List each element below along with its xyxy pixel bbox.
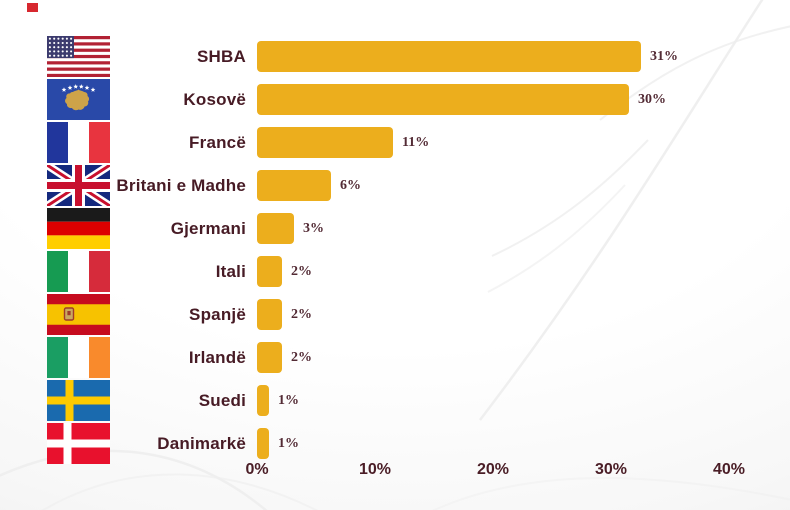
- category-label: Suedi: [198, 391, 246, 410]
- bar-suedi: [257, 385, 269, 416]
- bar-shba: [257, 41, 641, 72]
- category-label: Kosovë: [183, 90, 246, 109]
- value-label: 3%: [303, 221, 324, 236]
- x-axis-tick: 30%: [594, 461, 628, 478]
- category-label: SHBA: [197, 47, 246, 66]
- flag-denmark-icon: [47, 423, 110, 464]
- value-label: 2%: [291, 350, 312, 365]
- category-label: Francë: [189, 133, 246, 152]
- flag-france-icon: [47, 122, 110, 163]
- value-label: 11%: [402, 135, 430, 150]
- bar-britani-e-madhe: [257, 170, 331, 201]
- value-label: 30%: [638, 92, 666, 107]
- category-label: Britani e Madhe: [116, 176, 246, 195]
- bar-franc-: [257, 127, 393, 158]
- value-label: 31%: [650, 49, 678, 64]
- value-label: 6%: [340, 178, 361, 193]
- flag-germany-icon: [47, 208, 110, 249]
- category-label: Gjermani: [170, 219, 246, 238]
- flag-ireland-icon: [47, 337, 110, 378]
- flag-sweden-icon: [47, 380, 110, 421]
- bar-irland-: [257, 342, 282, 373]
- category-label: Spanjë: [189, 305, 246, 324]
- category-label: Itali: [215, 262, 246, 281]
- bar-danimark-: [257, 428, 269, 459]
- bar-kosov-: [257, 84, 629, 115]
- category-label: Danimarkë: [157, 434, 246, 453]
- bar-spanj-: [257, 299, 282, 330]
- decorative-red-square: [27, 3, 38, 12]
- bar-gjermani: [257, 213, 294, 244]
- x-axis-tick: 0%: [245, 461, 269, 478]
- flag-usa-icon: [47, 36, 110, 77]
- flag-italy-icon: [47, 251, 110, 292]
- flag-uk-icon: [47, 165, 110, 206]
- value-label: 1%: [278, 393, 299, 408]
- x-axis-tick: 20%: [476, 461, 510, 478]
- flag-kosovo-icon: [47, 79, 110, 120]
- flag-spain-icon: [47, 294, 110, 335]
- category-label: Irlandë: [188, 348, 246, 367]
- x-axis-tick: 40%: [712, 461, 746, 478]
- x-axis-tick: 10%: [358, 461, 392, 478]
- value-label: 2%: [291, 264, 312, 279]
- value-label: 2%: [291, 307, 312, 322]
- value-label: 1%: [278, 436, 299, 451]
- bar-itali: [257, 256, 282, 287]
